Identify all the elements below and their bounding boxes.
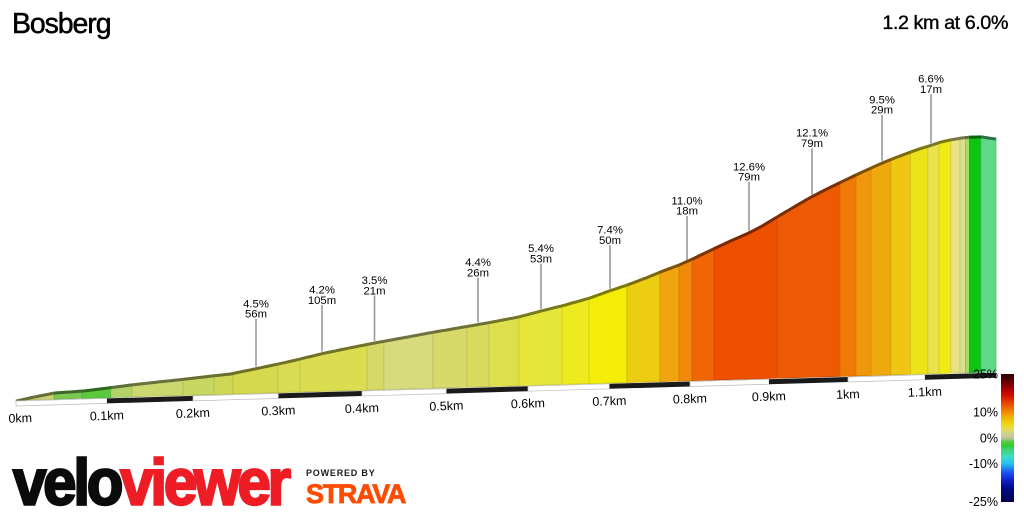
svg-text:0.2km: 0.2km — [176, 406, 211, 421]
svg-text:0km: 0km — [8, 411, 32, 426]
svg-text:3.5%: 3.5% — [362, 275, 388, 287]
svg-text:10%: 10% — [973, 406, 998, 420]
svg-text:0.8km: 0.8km — [673, 391, 708, 406]
svg-text:4.5%: 4.5% — [243, 298, 269, 310]
svg-text:0.3km: 0.3km — [261, 403, 296, 418]
svg-text:5.4%: 5.4% — [528, 243, 554, 255]
svg-text:12.1%: 12.1% — [796, 128, 828, 140]
svg-text:Bosberg: Bosberg — [12, 8, 111, 40]
svg-text:6.6%: 6.6% — [918, 74, 944, 86]
svg-text:STRAVA: STRAVA — [306, 479, 406, 509]
svg-text:-25%: -25% — [969, 495, 998, 509]
svg-text:29m: 29m — [871, 105, 893, 117]
svg-text:0.9km: 0.9km — [752, 389, 787, 404]
svg-text:17m: 17m — [920, 84, 942, 96]
svg-text:79m: 79m — [738, 172, 760, 184]
svg-text:0%: 0% — [980, 431, 998, 445]
svg-text:0.4km: 0.4km — [345, 401, 380, 416]
svg-text:79m: 79m — [801, 138, 823, 150]
svg-text:18m: 18m — [676, 206, 698, 218]
svg-text:26m: 26m — [467, 267, 489, 279]
svg-text:25%: 25% — [973, 367, 998, 381]
svg-text:veloviewer: veloviewer — [13, 446, 291, 512]
svg-text:1.2 km at 6.0%: 1.2 km at 6.0% — [882, 12, 1008, 34]
svg-text:0.6km: 0.6km — [511, 396, 546, 411]
svg-text:4.4%: 4.4% — [465, 257, 491, 269]
svg-text:POWERED BY: POWERED BY — [306, 468, 376, 478]
svg-text:0.7km: 0.7km — [592, 394, 627, 409]
svg-text:50m: 50m — [599, 235, 621, 247]
svg-text:53m: 53m — [530, 254, 552, 266]
svg-text:9.5%: 9.5% — [869, 94, 895, 106]
svg-text:1km: 1km — [836, 387, 860, 402]
svg-text:0.1km: 0.1km — [90, 408, 125, 423]
svg-text:105m: 105m — [308, 295, 336, 307]
svg-text:-10%: -10% — [969, 457, 998, 471]
svg-text:0.5km: 0.5km — [429, 399, 464, 414]
svg-text:21m: 21m — [364, 285, 386, 297]
svg-text:1.1km: 1.1km — [908, 385, 943, 400]
svg-text:12.6%: 12.6% — [733, 161, 765, 173]
svg-text:11.0%: 11.0% — [671, 195, 702, 207]
svg-text:56m: 56m — [245, 309, 267, 321]
svg-text:7.4%: 7.4% — [597, 224, 623, 236]
svg-text:4.2%: 4.2% — [309, 284, 335, 296]
